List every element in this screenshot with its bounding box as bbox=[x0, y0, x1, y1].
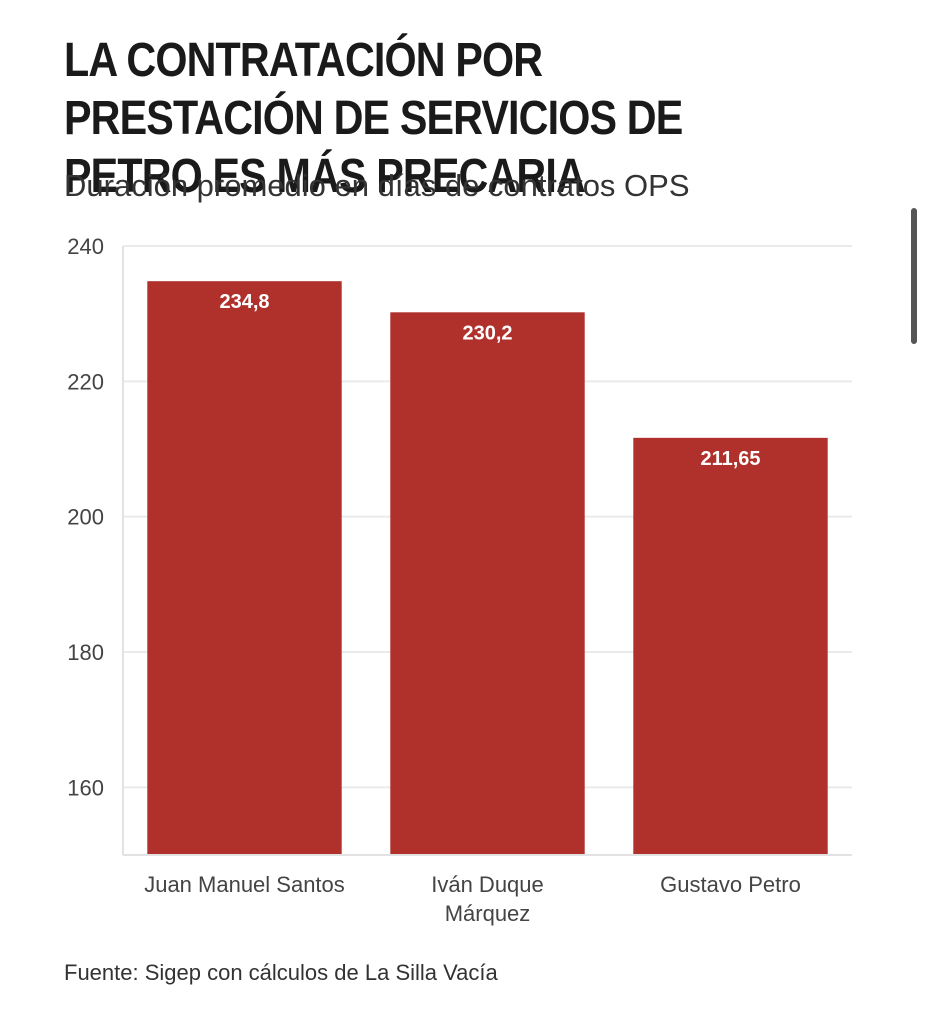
data-label-1: 230,2 bbox=[462, 322, 512, 344]
y-tick-label-160: 160 bbox=[67, 775, 104, 800]
y-tick-label-200: 200 bbox=[67, 505, 104, 530]
source-note: Fuente: Sigep con cálculos de La Silla V… bbox=[64, 960, 498, 985]
bar-2 bbox=[633, 437, 828, 855]
data-labels: 234,8 230,2 211,65 bbox=[219, 291, 760, 470]
y-tick-label-240: 240 bbox=[67, 234, 104, 259]
y-tick-label-180: 180 bbox=[67, 640, 104, 665]
x-axis-categories: Juan Manuel Santos Iván Duque Márquez Gusta… bbox=[144, 872, 801, 926]
category-label-2-0: Gustavo Petro bbox=[660, 872, 801, 897]
bar-0 bbox=[147, 281, 342, 856]
bar-chart: 160 180 200 220 240 234,8 230,2 211,65 Juan Ma… bbox=[67, 234, 852, 926]
category-label-1-0: Iván Duque bbox=[431, 872, 544, 897]
data-label-2: 211,65 bbox=[700, 448, 760, 470]
bar-1 bbox=[390, 312, 585, 855]
category-label-1-1: Márquez bbox=[445, 901, 531, 926]
y-tick-label-220: 220 bbox=[67, 369, 104, 394]
bars bbox=[147, 281, 828, 856]
scrollbar[interactable] bbox=[911, 208, 917, 344]
chart-title: LA CONTRATACIÓN POR PRESTACIÓN DE SERVIC… bbox=[64, 34, 683, 203]
data-label-0: 234,8 bbox=[219, 291, 269, 313]
category-label-0-0: Juan Manuel Santos bbox=[144, 872, 345, 897]
y-axis-ticks: 160 180 200 220 240 bbox=[67, 234, 104, 800]
chart-subtitle: Duración promedio en días de contratos O… bbox=[64, 168, 690, 203]
